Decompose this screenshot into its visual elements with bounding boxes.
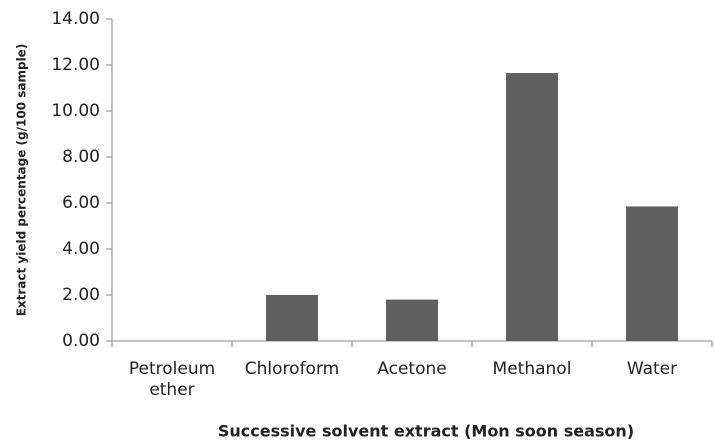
y-tick-label: 8.00 <box>62 147 100 167</box>
y-tick-label: 14.00 <box>51 9 100 29</box>
x-tick-label: Water <box>626 359 678 379</box>
y-tick-label: 6.00 <box>62 193 100 213</box>
y-tick-label: 10.00 <box>51 101 100 121</box>
bar <box>266 295 318 341</box>
y-axis-title: Extract yield percentage (g/100 sample) <box>15 44 29 317</box>
x-tick-label: Acetone <box>377 359 447 379</box>
y-tick-label: 2.00 <box>62 285 100 305</box>
y-tick-label: 12.00 <box>51 55 100 75</box>
x-axis-title: Successive solvent extract (Mon soon sea… <box>218 422 634 441</box>
bar <box>386 299 438 341</box>
bar <box>626 206 678 341</box>
x-tick-label: Methanol <box>492 359 572 379</box>
y-tick-label: 4.00 <box>62 239 100 259</box>
bar <box>506 73 558 342</box>
x-tick-label: Petroleum ether <box>128 359 216 400</box>
x-tick-label: Chloroform <box>244 359 340 379</box>
y-tick-label: 0.00 <box>62 331 100 351</box>
